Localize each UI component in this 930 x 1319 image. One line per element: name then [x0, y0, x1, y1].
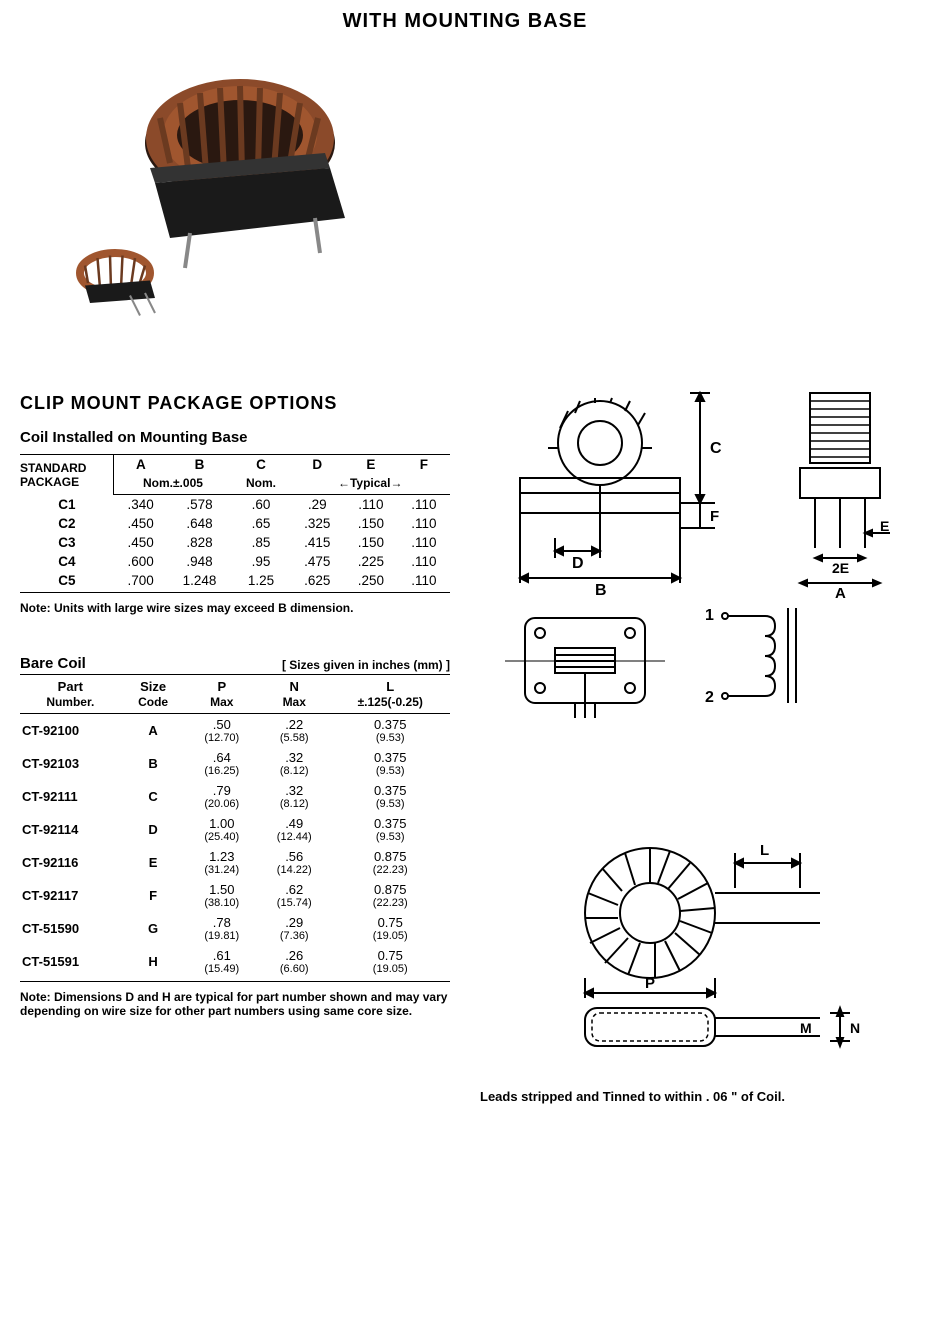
svg-text:2: 2 [705, 689, 714, 706]
table-row: C1.340.578.60.29.110.110 [20, 495, 450, 515]
mounting-diagram: D B C F [480, 383, 900, 723]
table-row: CT-92111C .79(20.06) .32(8.12) 0.375(9.5… [20, 780, 450, 813]
mount-col-A: A [114, 455, 168, 475]
diagram-caption: Leads stripped and Tinned to within . 06… [480, 1089, 910, 1104]
section-title: CLIP MOUNT PACKAGE OPTIONS [20, 393, 450, 414]
table-header: L±.125(-0.25) [330, 675, 450, 714]
svg-text:N: N [850, 1020, 860, 1036]
svg-text:2E: 2E [832, 560, 849, 576]
product-photo [20, 43, 910, 353]
table-row: CT-51590G .78(19.81) .29(7.36) 0.75(19.0… [20, 912, 450, 945]
svg-text:A: A [835, 585, 846, 602]
mount-col-E: E [344, 455, 398, 475]
mount-table: STANDARDPACKAGE A B C D E F Nom.±.005 No… [20, 454, 450, 593]
bare-table: PartNumber.SizeCodePMaxNMaxL±.125(-0.25)… [20, 675, 450, 982]
table-row: C4.600.948.95.475.225.110 [20, 552, 450, 571]
table-header: SizeCode [121, 675, 186, 714]
mount-note: Note: Units with large wire sizes may ex… [20, 601, 450, 615]
svg-text:C: C [710, 440, 722, 457]
barecoil-diagram: L P M N [480, 833, 900, 1083]
table-row: CT-51591H .61(15.49) .26(6.60) 0.75(19.0… [20, 945, 450, 982]
mount-sub-c: Nom. [232, 474, 291, 495]
table-row: CT-92116E 1.23(31.24) .56(14.22) 0.875(2… [20, 846, 450, 879]
mount-sub-def: ←Typical→ [290, 474, 450, 495]
mount-sub-ab: Nom.±.005 [114, 474, 232, 495]
table-row: CT-92103B .64(16.25) .32(8.12) 0.375(9.5… [20, 747, 450, 780]
bare-note: Note: Dimensions D and H are typical for… [20, 990, 450, 1018]
table-row: CT-92117F 1.50(38.10) .62(15.74) 0.875(2… [20, 879, 450, 912]
table-row: C2.450.648.65.325.150.110 [20, 514, 450, 533]
bare-subtitle: Bare Coil [20, 655, 86, 672]
table-row: C5.7001.2481.25.625.250.110 [20, 571, 450, 593]
mount-col-F: F [398, 455, 450, 475]
svg-text:P: P [645, 975, 655, 992]
table-row: C3.450.828.85.415.150.110 [20, 533, 450, 552]
table-header: NMax [258, 675, 330, 714]
table-header: PartNumber. [20, 675, 121, 714]
mount-pkg-label: STANDARDPACKAGE [20, 461, 86, 489]
mount-col-D: D [290, 455, 344, 475]
table-row: CT-92114D 1.00(25.40) .49(12.44) 0.375(9… [20, 813, 450, 846]
mount-subtitle: Coil Installed on Mounting Base [20, 429, 450, 446]
table-row: CT-92100A .50(12.70) .22(5.58) 0.375(9.5… [20, 714, 450, 748]
page-title: WITH MOUNTING BASE [20, 10, 910, 33]
svg-text:D: D [572, 555, 584, 572]
svg-text:E: E [880, 518, 889, 534]
svg-text:M: M [800, 1020, 812, 1036]
mount-col-C: C [232, 455, 291, 475]
svg-text:B: B [595, 582, 607, 599]
svg-text:L: L [760, 842, 769, 859]
table-header: PMax [186, 675, 258, 714]
bare-sizes-note: [ Sizes given in inches (mm) ] [282, 658, 450, 672]
svg-text:F: F [710, 508, 719, 525]
svg-text:1: 1 [705, 607, 714, 624]
mount-col-B: B [167, 455, 231, 475]
